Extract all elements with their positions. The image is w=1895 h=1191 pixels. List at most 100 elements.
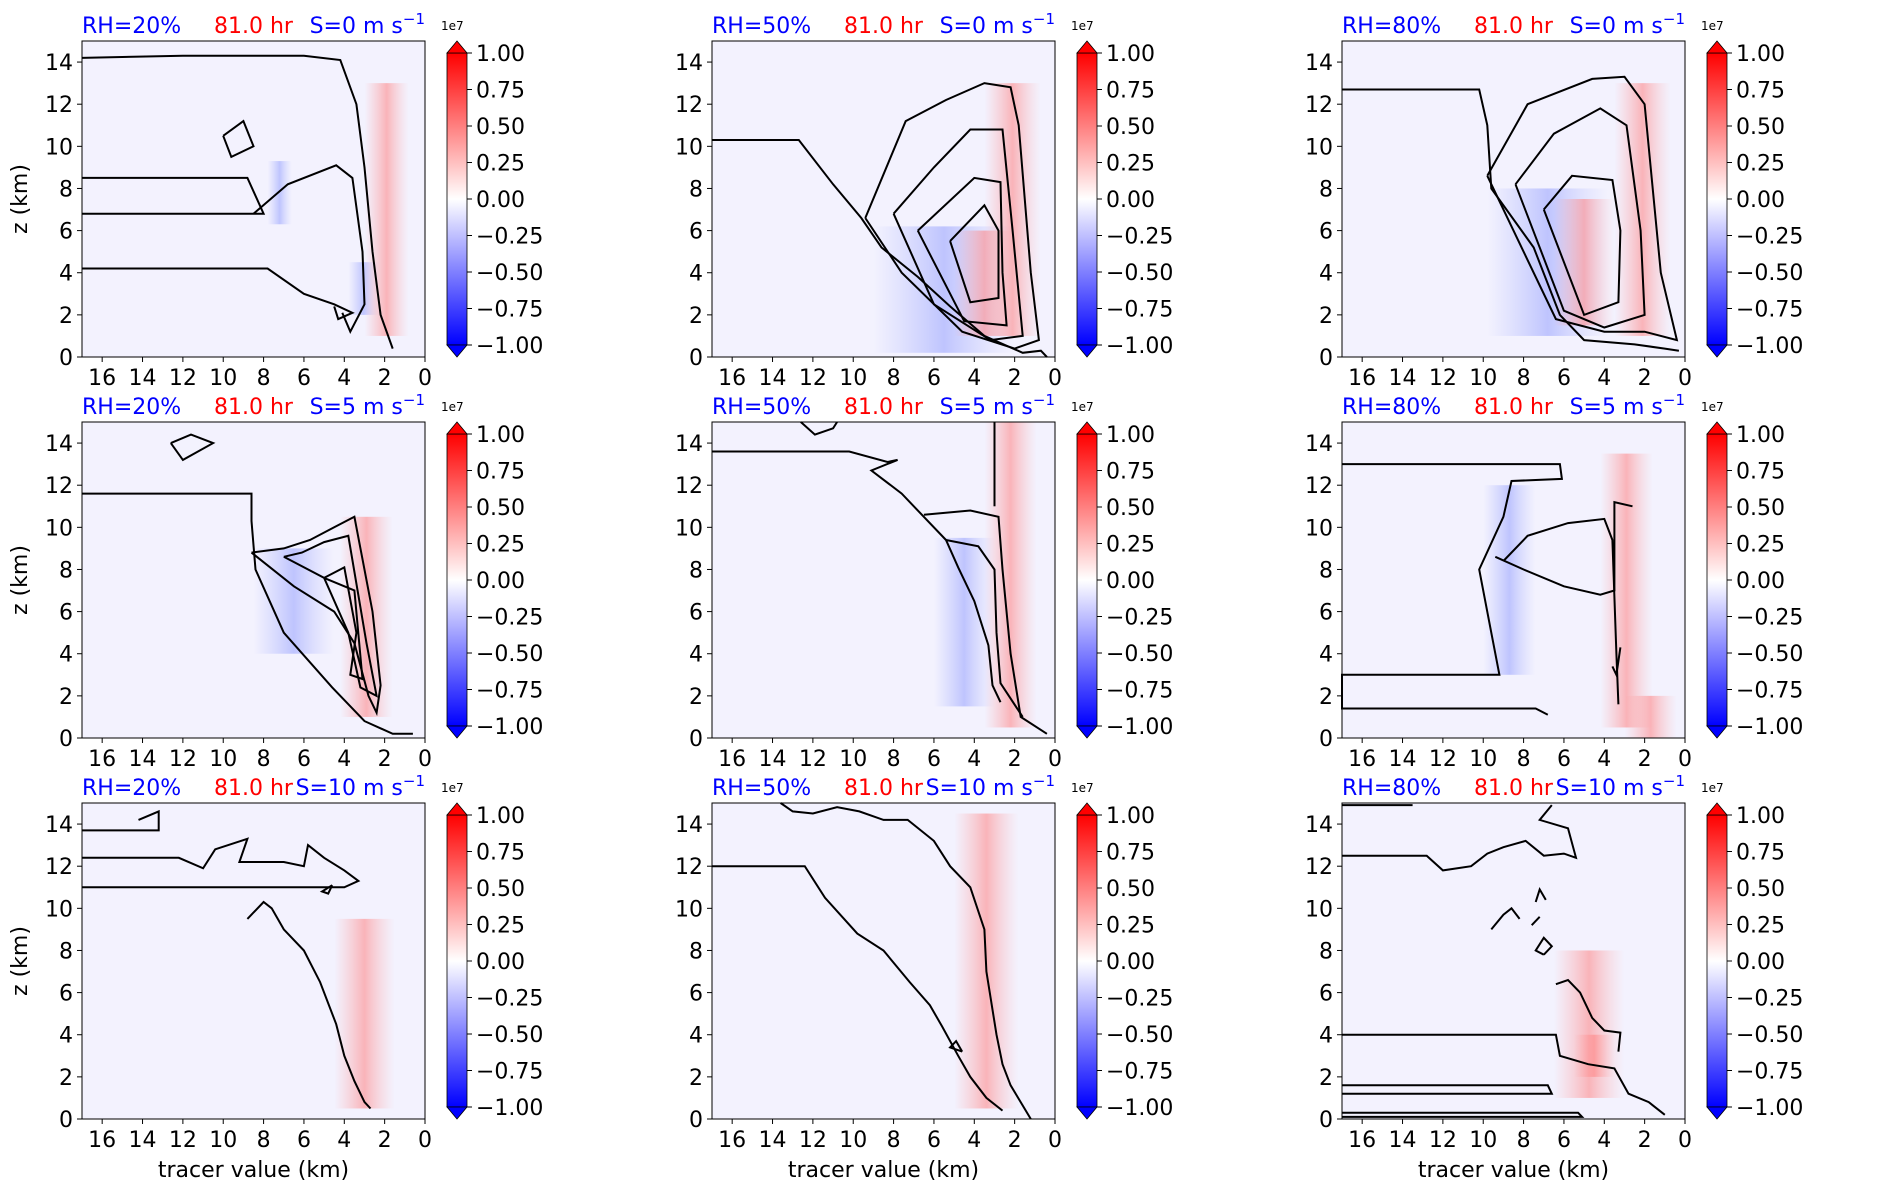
contour-line <box>1611 647 1622 679</box>
colorbar-tick-label: −1.00 <box>1736 334 1803 359</box>
x-tick-label: 6 <box>927 366 941 391</box>
colorbar-tick-label: 1.00 <box>1106 42 1155 67</box>
y-tick-label: 8 <box>1319 939 1333 964</box>
contour-line <box>1534 886 1547 903</box>
y-tick-label: 0 <box>689 346 703 371</box>
colorbar-body <box>446 52 468 346</box>
x-tick-label: 16 <box>718 747 746 772</box>
colorbar-tick-label: 0.00 <box>1736 569 1785 594</box>
positive-anomaly-region <box>340 516 393 717</box>
plot-frame <box>81 802 426 1120</box>
colorbar-tick-label: −0.25 <box>1736 225 1803 250</box>
x-tick-label: 2 <box>1638 1128 1652 1153</box>
contours <box>1342 75 1680 352</box>
title-shear: S=10 m s−1 <box>926 772 1055 801</box>
y-tick-label: 6 <box>689 220 703 245</box>
colorbar-extend-min <box>1076 725 1098 739</box>
colorbar-extend-min <box>446 344 468 358</box>
shading <box>873 83 1041 353</box>
colorbar-extend-min <box>1706 1106 1728 1120</box>
x-tick-label: 14 <box>759 747 787 772</box>
x-tick-label: 14 <box>129 1128 157 1153</box>
y-tick-label: 0 <box>1319 346 1333 371</box>
colorbar-tick-label: −0.75 <box>476 1060 543 1085</box>
x-tick-label: 10 <box>209 1128 237 1153</box>
x-tick-label: 8 <box>257 366 271 391</box>
colorbar-tick-label: −1.00 <box>1106 334 1173 359</box>
colorbar-tick-label: −0.50 <box>476 642 543 667</box>
colorbar: 1.00 0.75 0.50 0.25 0.00 −0.25 −0.50 −0.75 −1.00… <box>441 781 543 1121</box>
title-shear: S=0 m s−1 <box>310 10 425 39</box>
contour-line <box>252 164 366 335</box>
title-rh: RH=20% <box>82 14 181 39</box>
colorbar-tick-label: −0.75 <box>476 679 543 704</box>
colorbar: 1.00 0.75 0.50 0.25 0.00 −0.25 −0.50 −0.75 −1.00… <box>441 19 543 359</box>
x-tick-label: 8 <box>1517 366 1531 391</box>
positive-anomaly-region <box>984 422 1037 728</box>
contour-line <box>1342 1084 1554 1095</box>
contour-line <box>1530 916 1541 926</box>
plot-frame <box>81 40 426 358</box>
colorbar-tick-label: 0.75 <box>1106 841 1155 866</box>
positive-anomaly-region <box>1624 695 1677 738</box>
colorbar-tick-label: 0.75 <box>476 79 525 104</box>
contour-line <box>283 534 378 698</box>
plot-frame <box>711 40 1056 358</box>
colorbar-body <box>1076 433 1098 727</box>
colorbar-extend-max <box>1076 421 1098 435</box>
y-tick-label: 6 <box>689 982 703 1007</box>
contour-line <box>1342 1033 1666 1116</box>
x-tick-label: 16 <box>88 747 116 772</box>
y-tick-label: 4 <box>59 1024 73 1049</box>
y-tick-label: 10 <box>675 897 703 922</box>
colorbar-tick-label: −1.00 <box>1106 1096 1173 1121</box>
colorbar: 1.00 0.75 0.50 0.25 0.00 −0.25 −0.50 −0.75 −1.00… <box>1071 400 1173 740</box>
x-tick-label: 6 <box>297 366 311 391</box>
x-tick-label: 0 <box>1048 1128 1062 1153</box>
y-tick-label: 2 <box>689 685 703 710</box>
x-tick-label: 2 <box>1008 747 1022 772</box>
x-tick-label: 10 <box>839 747 867 772</box>
y-tick-label: 10 <box>45 897 73 922</box>
y-tick-label: 2 <box>1319 1066 1333 1091</box>
y-tick-label: 14 <box>1305 432 1333 457</box>
colorbar-tick-label: 0.25 <box>1736 533 1785 558</box>
x-tick-label: 12 <box>799 366 827 391</box>
contour-line <box>712 139 1048 358</box>
positive-anomaly-region <box>1574 1034 1615 1077</box>
y-tick-label: 12 <box>675 474 703 499</box>
y-tick-label: 10 <box>1305 516 1333 541</box>
x-tick-label: 2 <box>378 747 392 772</box>
x-tick-label: 16 <box>88 366 116 391</box>
y-tick-label: 2 <box>1319 685 1333 710</box>
colorbar-tick-label: 0.00 <box>1106 569 1155 594</box>
contour-line <box>945 539 1024 718</box>
colorbar-body <box>1706 52 1728 346</box>
panel-2_0: 16 14 12 10 8 6 4 2 0 0 2 4 6 8 10 12 14 z (km) tracer val… <box>8 772 543 1183</box>
y-tick-label: 10 <box>675 516 703 541</box>
contours <box>81 54 394 349</box>
x-tick-label: 4 <box>967 366 981 391</box>
colorbar-tick-label: −0.75 <box>1106 298 1173 323</box>
contour-line <box>82 837 361 889</box>
y-tick-label: 0 <box>59 346 73 371</box>
y-tick-label: 4 <box>1319 1024 1333 1049</box>
shading <box>1553 950 1625 1098</box>
x-tick-label: 4 <box>967 1128 981 1153</box>
colorbar: 1.00 0.75 0.50 0.25 0.00 −0.25 −0.50 −0.75 −1.00… <box>1071 781 1173 1121</box>
panel-0_0: 16 14 12 10 8 6 4 2 0 0 2 4 6 8 10 12 14 z (km) RH=20% 81.0… <box>8 10 543 391</box>
x-tick-label: 2 <box>378 1128 392 1153</box>
y-tick-label: 12 <box>675 93 703 118</box>
x-tick-label: 14 <box>759 1128 787 1153</box>
y-tick-label: 14 <box>45 51 73 76</box>
y-tick-label: 12 <box>45 474 73 499</box>
x-tick-label: 4 <box>1597 1128 1611 1153</box>
colorbar-tick-label: −0.25 <box>476 606 543 631</box>
plot-frame <box>711 802 1056 1120</box>
plot-frame <box>1341 421 1686 739</box>
colorbar-tick-label: −0.50 <box>1736 261 1803 286</box>
x-tick-label: 16 <box>88 1128 116 1153</box>
contours <box>1341 463 1633 716</box>
colorbar-tick-label: 1.00 <box>476 804 525 829</box>
